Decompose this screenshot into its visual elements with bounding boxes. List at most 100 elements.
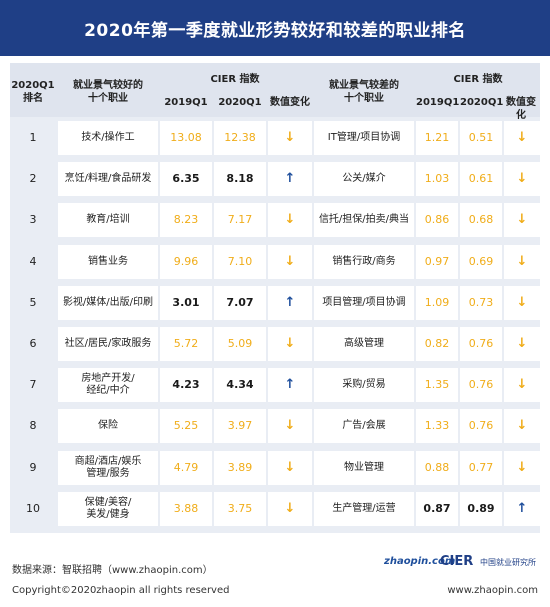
arrow-up-icon: ↑ [504,491,540,526]
best-value-2019: 13.08 [160,121,212,155]
best-value-2020: 7.10 [214,244,266,279]
best-occupation-line: 保险 [98,420,118,432]
table-row: 4 销售业务 9.96 7.10 ↓ 销售行政/商务 0.97 0.69 ↓ [10,244,540,283]
worst-value-2019: 0.82 [416,327,458,361]
header-best-line2: 十个职业 [88,93,128,104]
arrow-down-icon: ↓ [268,203,312,238]
worst-value-2019: 1.33 [416,409,458,444]
arrow-down-icon: ↓ [504,121,540,155]
best-occupation-line: 教育/培训 [86,214,130,226]
arrow-down-icon: ↓ [504,203,540,238]
ranking-table: 2020Q1 排名 就业景气较好的 十个职业 CIER 指数 2019Q1 20… [10,63,540,533]
worst-occupation-name: 生产管理/运营 [332,503,395,515]
worst-value-2019: 1.35 [416,368,458,403]
arrow-down-icon: ↓ [504,450,540,485]
worst-value-2020: 0.89 [460,491,502,526]
best-value-2019: 5.25 [160,409,212,444]
copyright: Copyright©2020zhaopin all rights reserve… [12,585,230,596]
header-change-right: 数值变化 [506,97,536,121]
arrow-up-icon: ↑ [268,162,312,197]
worst-occupation-line: 广告/会展 [342,420,386,432]
worst-occupation-name: 公关/媒介 [342,173,385,185]
best-occupation-name: 烹饪/料理/食品研发 [65,173,152,185]
best-occupation-name: 技术/操作工 [81,132,134,144]
best-occupation-line: 技术/操作工 [81,132,135,143]
worst-occupation-cell: IT管理/项目协调 [314,121,414,155]
best-occupation-name: 房地产开发/经纪/中介 [81,373,134,397]
worst-occupation-line: 高级管理 [344,338,384,349]
best-value-2020: 5.09 [214,327,266,361]
zhaopin-logo: zhaopin.com [384,556,456,567]
page-title: 2020年第一季度就业形势较好和较差的职业排名 [84,20,466,41]
best-occupation-cell: 影视/媒体/出版/印刷 [58,285,158,320]
table-row: 8 保险 5.25 3.97 ↓ 广告/会展 1.33 0.76 ↓ [10,409,540,447]
worst-occupation-name: 物业管理 [344,462,384,474]
best-value-2020: 3.97 [214,409,266,444]
rank-cell: 9 [29,460,37,474]
header-best: 就业景气较好的 十个职业 [58,79,158,105]
arrow-down-icon: ↓ [504,327,540,361]
best-occupation-name: 影视/媒体/出版/印刷 [63,297,153,309]
best-occupation-cell: 房地产开发/经纪/中介 [58,368,158,403]
best-occupation-cell: 烹饪/料理/食品研发 [58,162,158,197]
rank-cell: 3 [29,213,37,227]
best-occupation-line: 房地产开发/ [81,373,135,385]
header-worst-line1: 就业景气较差的 [329,80,399,91]
header-change-left: 数值变化 [270,97,310,108]
worst-occupation-line: 销售行政/商务 [332,255,396,267]
rank-cell: 8 [29,419,37,433]
arrow-down-icon: ↓ [268,244,312,279]
cier-logo: CIER 中国就业研究所 [440,554,540,578]
data-source: 数据来源：智联招聘（www.zhaopin.com） [12,565,213,576]
worst-occupation-line: 物业管理 [344,461,384,473]
best-occupation-name: 商超/酒店/娱乐 管理/服务 [75,456,142,480]
rank-cell: 4 [29,254,37,268]
header-2019-left: 2019Q1 [164,97,208,108]
table-row: 7 房地产开发/经纪/中介 4.23 4.34 ↑ 采购/贸易 1.35 0.76 ↓ [10,368,540,406]
header-2020-left: 2020Q1 [218,97,262,108]
table-row: 5 影视/媒体/出版/印刷 3.01 7.07 ↑ 项目管理/项目协调 1.09 0.73 ↓ [10,285,540,324]
worst-value-2019: 0.97 [416,244,458,279]
worst-value-2020: 0.51 [460,121,502,155]
worst-occupation-cell: 广告/会展 [314,409,414,444]
best-value-2019: 3.88 [160,491,212,526]
table-row: 6 社区/居民/家政服务 5.72 5.09 ↓ 高级管理 0.82 0.76 ↓ [10,327,540,365]
worst-occupation-cell: 采购/贸易 [314,368,414,403]
best-occupation-line: 烹饪/料理/食品研发 [64,173,152,185]
worst-occupation-name: IT管理/项目协调 [328,132,400,144]
worst-value-2020: 0.61 [460,162,502,197]
title-bar: 2020年第一季度就业形势较好和较差的职业排名 [0,0,550,56]
header-rank: 2020Q1 排名 [10,79,56,105]
cier-logo-text: CIER [440,554,474,569]
best-value-2019: 4.23 [160,368,212,403]
arrow-down-icon: ↓ [268,121,312,155]
worst-occupation-line: 公关/媒介 [342,173,386,185]
header-2020-right: 2020Q1 [460,97,504,108]
worst-occupation-name: 采购/贸易 [342,379,385,391]
best-occupation-line: 管理/服务 [86,467,130,479]
best-occupation-cell: 保险 [58,409,158,444]
best-occupation-cell: 商超/酒店/娱乐 管理/服务 [58,450,158,485]
worst-occupation-name: 项目管理/项目协调 [322,297,405,309]
worst-value-2020: 0.76 [460,327,502,361]
worst-value-2019: 1.21 [416,121,458,155]
worst-occupation-cell: 生产管理/运营 [314,491,414,526]
worst-occupation-cell: 高级管理 [314,327,414,361]
best-value-2020: 7.07 [214,285,266,320]
best-value-2020: 12.38 [214,121,266,155]
best-value-2020: 4.34 [214,368,266,403]
best-occupation-cell: 教育/培训 [58,203,158,238]
rank-cell: 2 [29,172,37,186]
best-occupation-cell: 社区/居民/家政服务 [58,327,158,361]
cier-logo-sub: 中国就业研究所 [480,558,536,567]
worst-occupation-cell: 销售行政/商务 [314,244,414,279]
worst-occupation-name: 高级管理 [344,338,384,350]
table-row: 2 烹饪/料理/食品研发 6.35 8.18 ↑ 公关/媒介 1.03 0.61 ↓ [10,162,540,200]
best-occupation-name: 保险 [98,420,118,432]
best-occupation-cell: 技术/操作工 [58,121,158,155]
arrow-down-icon: ↓ [504,162,540,197]
arrow-down-icon: ↓ [504,244,540,279]
table-row: 9 商超/酒店/娱乐 管理/服务 4.79 3.89 ↓ 物业管理 0.88 0.77 ↓ [10,450,540,489]
best-occupation-name: 保健/美容/美发/健身 [85,497,132,521]
footer-url: www.zhaopin.com [447,585,538,596]
